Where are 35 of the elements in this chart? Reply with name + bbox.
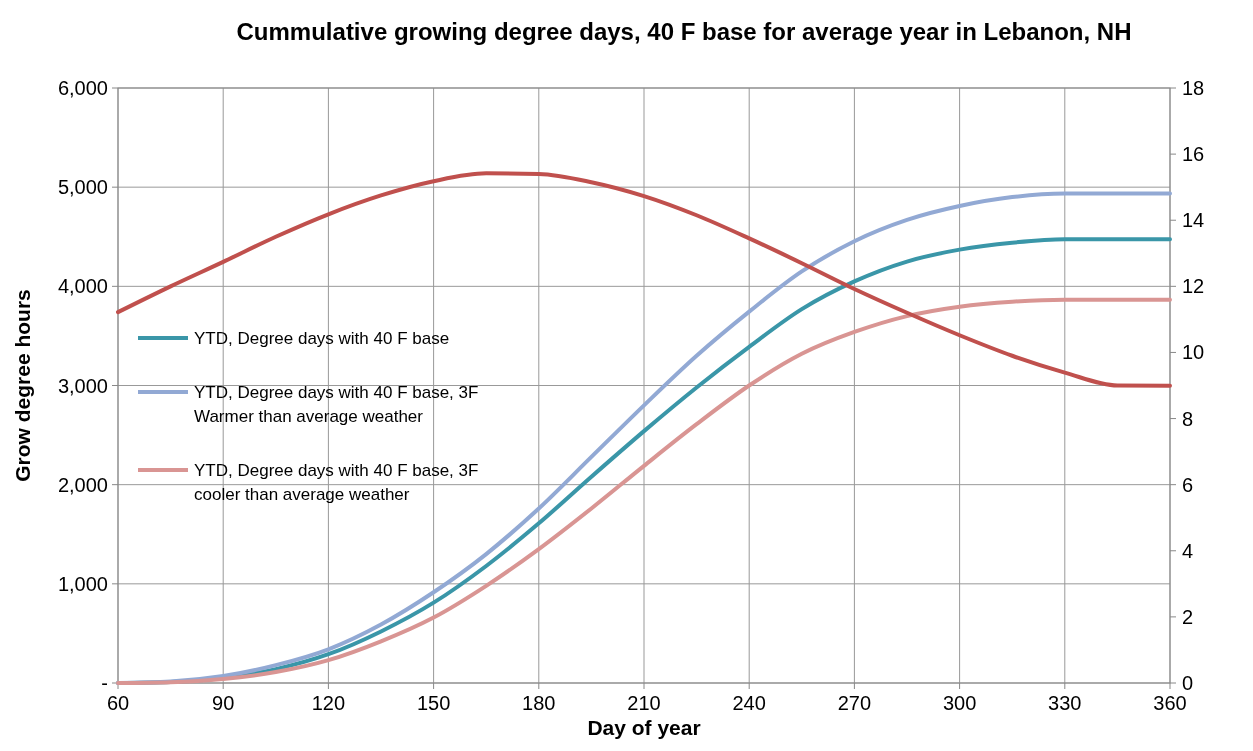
x-tick-label: 270 [837, 692, 872, 714]
y-tick-label: 1,000 [57, 572, 108, 595]
x-tick-label: 150 [416, 692, 451, 714]
y2-tick-label: 6 [1182, 473, 1194, 496]
x-tick-label: 180 [522, 692, 556, 714]
x-tick-label: 360 [1153, 692, 1187, 714]
x-tick-label: 210 [627, 692, 661, 714]
y-tick-label: 3,000 [57, 374, 108, 397]
y2-tick-label: 14 [1182, 209, 1205, 232]
x-tick-label: 330 [1048, 692, 1082, 714]
y2-tick-label: 12 [1182, 275, 1205, 298]
y2-tick-label: 18 [1182, 77, 1205, 99]
y-tick-label: 4,000 [57, 275, 108, 298]
line-series [116, 171, 1172, 388]
x-tick-label: 90 [212, 692, 235, 714]
y-axis-title: Grow degree hours [11, 289, 34, 482]
legend-label: YTD, Degree days with 40 F base, 3F Warmer than average weather [194, 383, 479, 426]
y2-tick-label: 16 [1182, 143, 1205, 166]
y2-tick-label: 8 [1182, 407, 1194, 430]
y-tick-label: 6,000 [57, 77, 108, 99]
chart-title: Cummulative growing degree days, 40 F base for average year in Lebanon, NH [236, 18, 1132, 45]
x-tick-label: 120 [311, 692, 346, 714]
x-tick-label: 300 [942, 692, 977, 714]
y2-tick-label: 10 [1182, 341, 1205, 364]
x-tick-label: 60 [106, 692, 130, 714]
y-tick-label: - [101, 672, 108, 694]
y2-tick-label: 2 [1182, 605, 1194, 628]
legend-label: YTD, Degree days with 40 F base [194, 329, 450, 348]
x-tick-label: 240 [732, 692, 766, 714]
x-axis-title: Day of year [587, 716, 701, 739]
y2-tick-label: 4 [1182, 539, 1194, 562]
y2-tick-label: 0 [1182, 672, 1194, 694]
legend-label: YTD, Degree days with 40 F base, 3F cooler than average weather [194, 461, 479, 504]
y-tick-label: 5,000 [57, 176, 108, 199]
y-tick-label: 2,000 [57, 473, 108, 496]
